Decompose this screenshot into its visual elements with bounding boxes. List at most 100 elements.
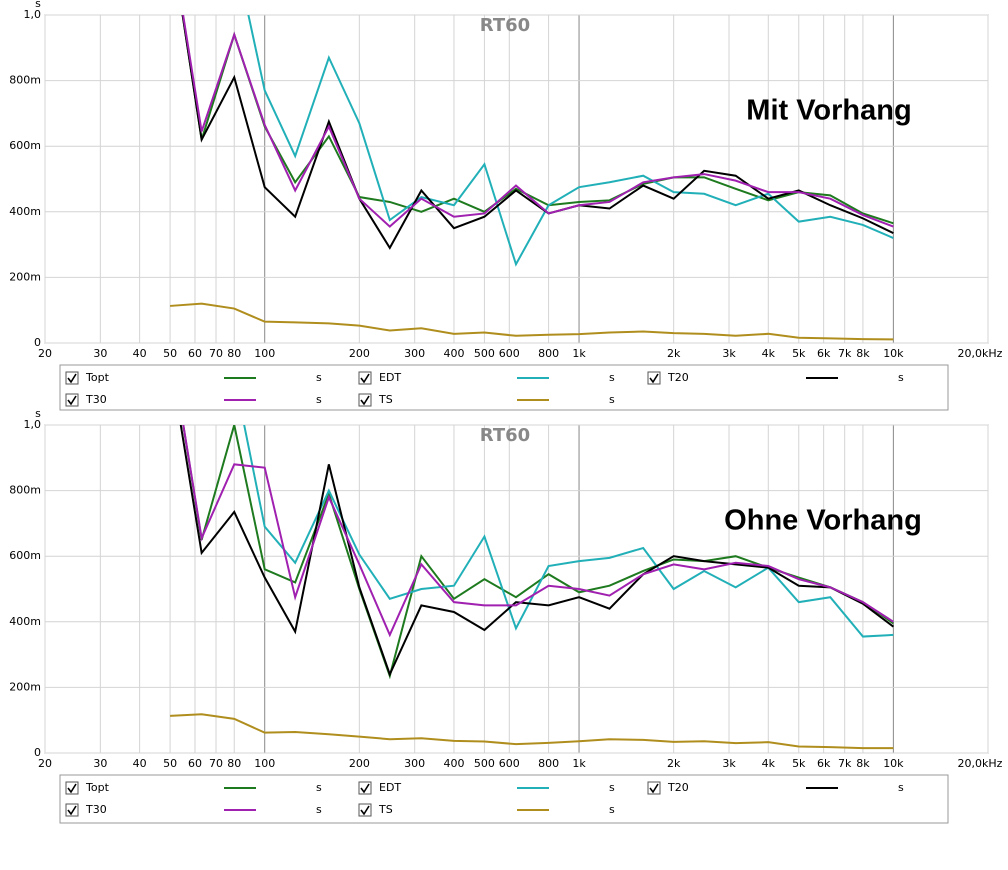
checkbox[interactable]	[65, 393, 79, 407]
legend-label: TS	[378, 803, 393, 816]
legend-box	[59, 364, 949, 411]
x-tick-label: 200	[349, 347, 370, 360]
checkmark[interactable]	[360, 395, 370, 406]
series-line	[182, 425, 894, 638]
y-tick-label: 0	[34, 746, 41, 759]
legend-label: T20	[667, 371, 689, 384]
checkmark[interactable]	[67, 805, 77, 816]
y-tick-label: 400m	[9, 205, 41, 218]
x-tick-label: 6k	[817, 347, 831, 360]
legend-label: TS	[378, 393, 393, 406]
annotation: Mit Vorhang	[746, 95, 911, 127]
checkmark[interactable]	[360, 373, 370, 384]
series-line	[182, 425, 894, 680]
x-tick-label: 6k	[817, 757, 831, 770]
chart: 20 30 40 50 60 70 80 100 200 300 400 500 600 800 1k 2k 3…	[9, 0, 1003, 411]
legend-unit: s	[609, 803, 615, 816]
x-tick-label: 500	[474, 347, 495, 360]
x-tick-label: 10k	[883, 757, 904, 770]
x-tick-label: 300	[404, 347, 425, 360]
x-tick-label: 20	[38, 347, 52, 360]
checkmark[interactable]	[67, 395, 77, 406]
y-axis-label: s	[35, 407, 41, 420]
chart-title: RT60	[480, 15, 530, 36]
checkbox[interactable]	[647, 371, 661, 385]
x-tick-label: 80	[227, 347, 241, 360]
legend-unit: s	[316, 371, 322, 384]
x-tick-label: 5k	[792, 757, 806, 770]
legend: Topt s EDT s T20 s T30 s TS s	[59, 364, 949, 411]
y-tick-label: 800m	[9, 74, 41, 87]
x-tick-label: 50	[163, 757, 177, 770]
checkmark[interactable]	[67, 783, 77, 794]
legend-label: T30	[85, 803, 107, 816]
checkbox[interactable]	[358, 803, 372, 817]
checkbox[interactable]	[358, 781, 372, 795]
legend-label: Topt	[85, 371, 110, 384]
x-tick-label: 3k	[722, 347, 736, 360]
x-tick-label: 100	[254, 347, 275, 360]
checkmark[interactable]	[360, 805, 370, 816]
series-line	[243, 425, 894, 638]
checkmark[interactable]	[67, 373, 77, 384]
x-tick-label: 200	[349, 757, 370, 770]
y-tick-label: 600m	[9, 549, 41, 562]
legend: Topt s EDT s T20 s T30 s TS s	[59, 774, 949, 824]
series-line	[170, 302, 894, 341]
y-tick-label: 200m	[9, 680, 41, 693]
x-tick-label: 1k	[572, 347, 586, 360]
x-tick-label: 8k	[856, 757, 870, 770]
x-tick-label: 7k	[838, 757, 852, 770]
x-tick-label: 7k	[838, 347, 852, 360]
x-tick-label: 20,0kHz	[958, 757, 1003, 770]
checkbox[interactable]	[65, 371, 79, 385]
series-line	[179, 425, 894, 677]
y-tick-label: 600m	[9, 139, 41, 152]
x-tick-label: 20,0kHz	[958, 347, 1003, 360]
legend-label: T20	[667, 781, 689, 794]
checkmark[interactable]	[360, 783, 370, 794]
y-axis-label: s	[35, 0, 41, 10]
x-tick-label: 70	[209, 757, 223, 770]
legend-unit: s	[316, 393, 322, 406]
checkbox[interactable]	[358, 393, 372, 407]
checkbox[interactable]	[65, 803, 79, 817]
x-tick-label: 500	[474, 757, 495, 770]
y-tick-label: 200m	[9, 270, 41, 283]
legend-unit: s	[609, 393, 615, 406]
legend-unit: s	[898, 371, 904, 384]
checkbox[interactable]	[65, 781, 79, 795]
x-tick-label: 4k	[762, 347, 776, 360]
x-tick-label: 80	[227, 757, 241, 770]
x-tick-label: 600	[499, 347, 520, 360]
checkmark[interactable]	[649, 783, 659, 794]
legend-unit: s	[316, 803, 322, 816]
x-tick-label: 10k	[883, 347, 904, 360]
legend-unit: s	[609, 371, 615, 384]
plot-area	[44, 14, 989, 344]
x-tick-label: 30	[93, 347, 107, 360]
y-tick-label: 1,0	[24, 418, 42, 431]
x-tick-label: 400	[443, 757, 464, 770]
checkmark[interactable]	[649, 373, 659, 384]
legend-box	[59, 774, 949, 824]
legend-label: EDT	[379, 371, 401, 384]
series-line	[247, 15, 894, 267]
plot-area	[44, 424, 989, 754]
x-tick-label: 5k	[792, 347, 806, 360]
legend-label: Topt	[85, 781, 110, 794]
x-tick-label: 400	[443, 347, 464, 360]
legend-unit: s	[609, 781, 615, 794]
x-tick-label: 20	[38, 757, 52, 770]
checkbox[interactable]	[358, 371, 372, 385]
x-tick-label: 1k	[572, 757, 586, 770]
series-line	[170, 713, 894, 750]
checkbox[interactable]	[647, 781, 661, 795]
y-tick-label: 0	[34, 336, 41, 349]
x-tick-label: 60	[188, 757, 202, 770]
x-tick-label: 4k	[762, 757, 776, 770]
x-tick-label: 600	[499, 757, 520, 770]
x-tick-label: 2k	[667, 347, 681, 360]
series-line	[181, 15, 894, 250]
